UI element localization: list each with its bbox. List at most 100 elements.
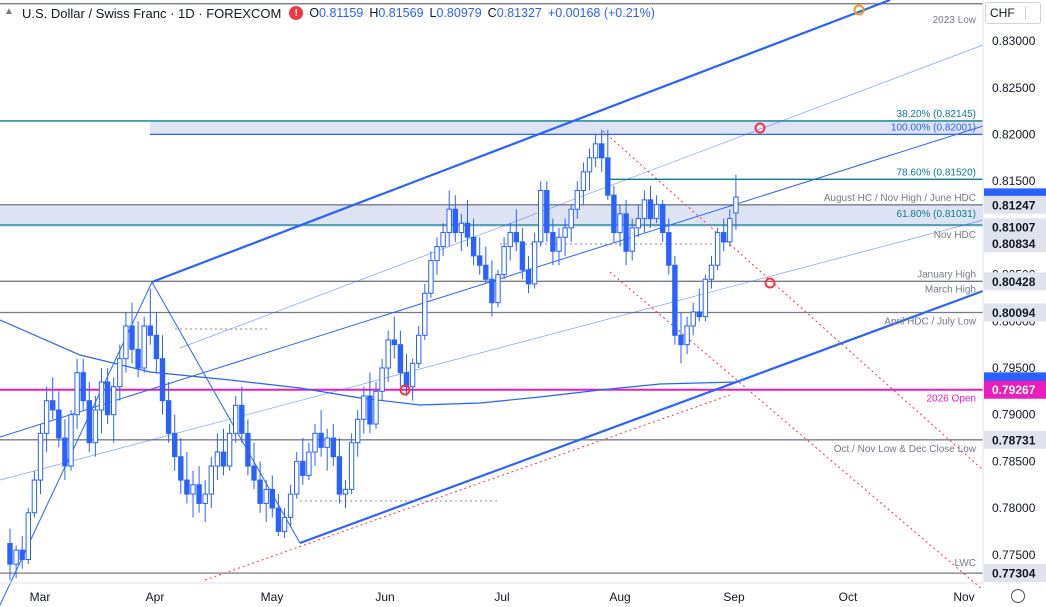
level-label: August HC / Nov High / June HDC: [824, 193, 976, 204]
candle-body: [440, 232, 446, 248]
markers: [399, 4, 865, 396]
dotted-upper-1: [602, 130, 984, 471]
candle-body: [68, 414, 74, 467]
candle-body: [501, 246, 507, 276]
y-tick-label: 0.79500: [992, 361, 1036, 375]
exclamation-icon[interactable]: !: [289, 6, 304, 20]
candle-body: [294, 460, 300, 495]
candle-body: [172, 432, 178, 458]
candle-body: [129, 325, 135, 350]
candle-body: [239, 404, 245, 434]
candle-body: [37, 432, 44, 481]
candle-body: [361, 395, 367, 420]
settings-icon[interactable]: [1011, 589, 1025, 603]
candle-body: [196, 484, 202, 504]
candle-body: [324, 437, 330, 448]
candle-body: [702, 278, 709, 318]
candle-body: [86, 400, 92, 444]
candle-body: [550, 232, 556, 252]
price-tag-label: 0.81247: [992, 198, 1036, 212]
candle-body: [727, 218, 733, 243]
red-marker: [399, 384, 411, 396]
moving-average-line: [0, 319, 738, 406]
candle-body: [43, 400, 50, 434]
price-tag-label: 0.80834: [992, 237, 1036, 251]
level-label: April HDC / July Low: [884, 317, 976, 328]
high-readout: H0.81569: [369, 6, 424, 20]
candle-body: [428, 260, 434, 294]
candle-body: [80, 372, 86, 402]
candle-body: [7, 543, 13, 565]
y-tick-label: 0.81500: [992, 174, 1036, 188]
price-tag-bg: [984, 564, 1046, 583]
candle-body: [611, 194, 617, 234]
symbol-title: U.S. Dollar / Swiss Franc · 1D · FOREXCO…: [22, 5, 282, 21]
candle-body: [574, 190, 580, 210]
candle-body: [202, 493, 208, 504]
x-tick-label: Aug: [609, 590, 630, 604]
y-tick-label: 0.78500: [992, 454, 1036, 468]
candle-body: [544, 190, 550, 234]
candle-body: [281, 516, 288, 532]
candle-body: [257, 479, 263, 504]
price-tag-label: 0.77304: [992, 567, 1036, 581]
candle-body: [519, 241, 526, 271]
candle-body: [373, 390, 379, 425]
price-tag-label: 0.80094: [992, 306, 1036, 320]
candle-body: [233, 404, 239, 434]
x-tick-label: Jul: [494, 590, 509, 604]
candle-body: [159, 358, 166, 402]
currency-selector[interactable]: CHF: [985, 2, 1041, 24]
channel-quarter-lower: [0, 219, 984, 481]
low-readout: L0.80979: [429, 6, 482, 20]
candle-body: [422, 292, 428, 336]
candle-body: [318, 432, 324, 448]
candle-body: [721, 232, 727, 243]
candle-body: [495, 274, 501, 304]
candle-body: [251, 465, 257, 481]
currency-selector-value: CHF: [990, 6, 1015, 20]
channel-upper: [151, 0, 891, 284]
candle-body: [104, 381, 111, 416]
candle-body: [98, 381, 105, 411]
candle-body: [416, 334, 422, 364]
candle-body: [165, 400, 172, 434]
pitchfork-right: [151, 281, 301, 544]
candle-body: [56, 409, 62, 439]
candle-body: [342, 488, 349, 495]
level-label: LWC: [955, 558, 976, 569]
x-tick-label: Sep: [723, 590, 745, 604]
price-tag-bg: [984, 272, 1046, 291]
chevron-up-icon[interactable]: ▲: [4, 6, 14, 17]
candle-body: [690, 311, 696, 327]
candle-body: [123, 325, 129, 360]
candle-body: [666, 232, 672, 266]
price-tag-bg: [984, 380, 1046, 399]
candle-body: [568, 208, 574, 229]
level-label: 78.60% (0.81520): [896, 167, 976, 178]
chart-header: ▲ U.S. Dollar / Swiss Franc · 1D · FOREX…: [0, 0, 655, 26]
channel-lower: [299, 289, 984, 545]
candle-body: [336, 456, 343, 495]
candle-body: [489, 278, 495, 304]
candle-body: [592, 143, 599, 159]
level-label: 2023 Low: [933, 15, 977, 26]
candle-body: [605, 157, 611, 196]
candle-body: [556, 236, 562, 252]
candle-body: [641, 199, 648, 220]
candle-body: [13, 549, 19, 565]
candle-body: [287, 493, 294, 518]
x-tick-label: Apr: [146, 590, 165, 604]
candle-body: [470, 236, 477, 257]
level-label: 100.00% (0.82001): [891, 122, 976, 133]
price-tag-label: 0.78731: [992, 433, 1036, 447]
resistance-zone-lower: [0, 204, 983, 228]
candle-body: [660, 204, 666, 234]
red-marker: [764, 277, 776, 289]
candle-body: [714, 232, 721, 266]
candle-body: [434, 246, 440, 262]
candle-body: [379, 367, 385, 392]
y-tick-label: 0.78000: [992, 501, 1036, 515]
